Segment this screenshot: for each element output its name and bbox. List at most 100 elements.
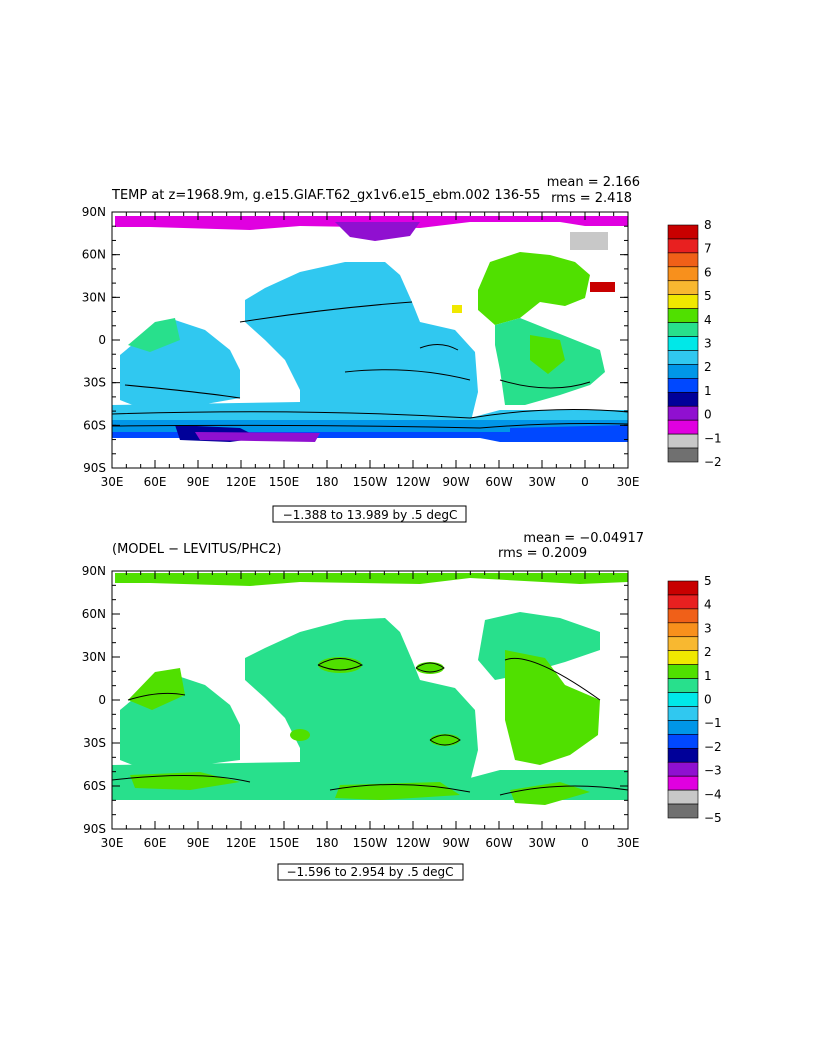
lat-tick-label: 90N xyxy=(82,564,106,578)
colorbar-label: −5 xyxy=(704,811,722,825)
colorbar-swatch xyxy=(667,322,699,337)
panel-2-range-note: −1.596 to 2.954 by .5 degC xyxy=(286,865,453,879)
lon-tick-label: 60W xyxy=(485,475,512,489)
panel-1-rms: rms = 2.418 xyxy=(551,191,632,206)
colorbar-swatch xyxy=(667,650,699,665)
lat-tick-label: 60S xyxy=(83,418,106,432)
lon-tick-label: 30E xyxy=(617,836,640,850)
lat-tick-label: 0 xyxy=(98,333,106,347)
arctic-green-region xyxy=(115,573,628,586)
colorbar-swatch xyxy=(667,336,699,351)
atlantic-green-region-2 xyxy=(505,650,600,765)
mediterranean-red-patch xyxy=(590,282,615,292)
colorbar-swatch xyxy=(667,747,699,763)
colorbar-label: 0 xyxy=(704,408,712,422)
lat-tick-label: 0 xyxy=(98,693,106,707)
colorbar-swatch xyxy=(667,224,699,240)
lon-tick-label: 150E xyxy=(269,475,300,489)
panel-1-colorbar: 8 7 6 5 4 3 2 1 0 −1 −2 xyxy=(667,218,722,469)
colorbar-label: 0 xyxy=(704,693,712,707)
colorbar-label: −1 xyxy=(704,716,722,730)
southern-band-2 xyxy=(112,760,628,800)
colorbar-swatch xyxy=(667,789,699,805)
panel-2-lat-axis: 90N 60N 30N 0 30S 60S 90S xyxy=(82,564,628,836)
colorbar-swatch xyxy=(667,734,699,749)
colorbar-swatch xyxy=(667,594,699,610)
colorbar-swatch xyxy=(667,580,699,596)
lon-tick-label: 90W xyxy=(442,475,469,489)
lon-tick-label: 180 xyxy=(316,836,339,850)
lon-tick-label: 120E xyxy=(226,836,257,850)
colorbar-swatch xyxy=(667,266,699,282)
colorbar-swatch xyxy=(667,775,699,791)
atlantic-green-patch xyxy=(530,335,565,374)
panel-1: mean = 2.166 TEMP at z=1968.9m, g.e15.GI… xyxy=(82,175,722,523)
lon-tick-label: 0 xyxy=(581,836,589,850)
pacific-ocean-region xyxy=(245,262,478,425)
panel-2-range-box xyxy=(277,863,464,881)
lon-tick-label: 30E xyxy=(101,836,124,850)
lon-tick-label: 90W xyxy=(442,836,469,850)
lon-tick-label: 90E xyxy=(187,475,210,489)
colorbar-label: 3 xyxy=(704,621,712,635)
colorbar-label: −4 xyxy=(704,787,722,801)
colorbar-label: −2 xyxy=(704,455,722,469)
lat-tick-label: 60N xyxy=(82,607,106,621)
colorbar-swatch xyxy=(667,378,699,393)
lon-tick-label: 150E xyxy=(269,836,300,850)
arctic-purple-region xyxy=(335,222,420,241)
panel-1-mean: mean = 2.166 xyxy=(547,175,640,190)
panel-1-lat-axis: 90N 60N 30N 0 30S 60S 90S xyxy=(82,205,628,475)
panel-2-title: (MODEL − LEVITUS/PHC2) xyxy=(112,542,281,557)
antarctic-weddell-blue xyxy=(510,425,628,442)
colorbar-swatch xyxy=(667,803,699,819)
southern-ocean-band-1 xyxy=(112,400,628,420)
colorbar-label: 5 xyxy=(704,574,712,588)
panel-1-title: TEMP at z=1968.9m, g.e15.GIAF.T62_gx1v6.… xyxy=(111,188,540,203)
panel-2-colorbar: 5 4 3 2 1 0 −1 −2 −3 −4 −5 xyxy=(667,574,722,825)
colorbar-label: 6 xyxy=(704,265,712,279)
lon-tick-label: 150W xyxy=(353,836,388,850)
lon-tick-label: 30W xyxy=(528,836,555,850)
antarctic-margin-purple xyxy=(195,432,320,442)
lat-tick-label: 30N xyxy=(82,650,106,664)
colorbar-swatch xyxy=(667,664,699,679)
lon-tick-label: 180 xyxy=(316,475,339,489)
lon-tick-label: 30W xyxy=(528,475,555,489)
lat-tick-label: 90S xyxy=(83,461,106,475)
lon-tick-label: 120W xyxy=(396,475,431,489)
colorbar-label: 7 xyxy=(704,242,712,256)
lon-tick-label: 30E xyxy=(617,475,640,489)
colorbar-label: 2 xyxy=(704,360,712,374)
panel-1-lon-axis: 30E 60E 90E 120E 150E 180 150W 120W 90W 60W 30W 0 30… xyxy=(101,212,640,489)
lon-tick-label: 60E xyxy=(144,836,167,850)
colorbar-label: 1 xyxy=(704,669,712,683)
pacific-cyan-region xyxy=(245,618,478,782)
lon-tick-label: 90E xyxy=(187,836,210,850)
colorbar-swatch xyxy=(667,622,699,638)
panel-2: mean = −0.04917 (MODEL − LEVITUS/PHC2) r… xyxy=(82,531,722,881)
lat-tick-label: 90S xyxy=(83,822,106,836)
lon-tick-label: 120E xyxy=(226,475,257,489)
lat-tick-label: 60S xyxy=(83,779,106,793)
colorbar-swatch xyxy=(667,636,699,652)
colorbar-swatch xyxy=(667,294,699,309)
colorbar-label: 4 xyxy=(704,598,712,612)
greenland-gray-patch xyxy=(570,232,608,250)
indian-ocean-region xyxy=(120,320,240,408)
lon-tick-label: 60W xyxy=(485,836,512,850)
colorbar-label: −1 xyxy=(704,431,722,445)
indian-green-patch xyxy=(128,318,180,352)
caribbean-yellow-patch xyxy=(452,305,462,313)
colorbar-label: 8 xyxy=(704,218,712,232)
panel-1-range-box xyxy=(272,505,467,523)
lat-tick-label: 30N xyxy=(82,290,106,304)
lat-tick-label: 90N xyxy=(82,205,106,219)
colorbar-swatch xyxy=(667,238,699,254)
panel-2-lon-axis: 30E 60E 90E 120E 150E 180 150W 120W 90W 60W 30W 0 30… xyxy=(101,571,640,850)
colorbar-label: 2 xyxy=(704,645,712,659)
panel-1-range-note: −1.388 to 13.989 by .5 degC xyxy=(283,508,458,522)
panel-2-rms: rms = 0.2009 xyxy=(498,546,587,561)
colorbar-swatch xyxy=(667,678,699,693)
colorbar-swatch xyxy=(667,391,699,407)
